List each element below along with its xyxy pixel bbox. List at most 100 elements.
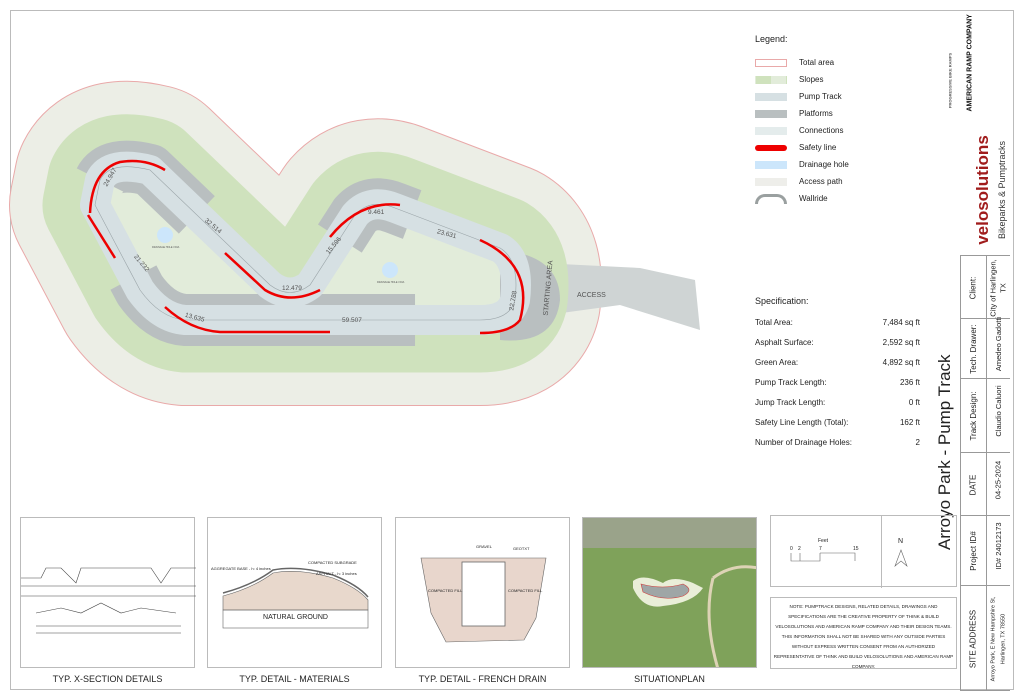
- legend-swatch: [755, 75, 787, 84]
- legend-swatch: [755, 193, 787, 204]
- legend-item: Slopes: [755, 71, 875, 88]
- drainage-label: DRAINAGE HOLE 1'DIA: [377, 281, 405, 284]
- spec-value: 162 ft: [899, 418, 920, 427]
- french-drain-panel: GRAVEL GEOTXT COMPACTED FILL COMPACTED F…: [395, 517, 570, 668]
- spec-label: Green Area:: [755, 358, 799, 367]
- specification: Specification: Total Area: 7,484 sq ft Asp…: [755, 296, 920, 458]
- legend-swatch: [755, 126, 787, 135]
- legend-label: Connections: [799, 126, 844, 135]
- legend-swatch: [755, 144, 787, 151]
- legend-swatch: [755, 177, 787, 186]
- drainage-hole-1: [157, 227, 173, 243]
- project-value: ID# 24012173: [993, 522, 1003, 570]
- aggregate-label: AGGREGATE BASE - h: 4 inches: [211, 566, 271, 571]
- title-block-site: SITE ADDRESS Arroyo Park, E New Hampshir…: [960, 586, 1010, 691]
- french-drain-caption: TYP. DETAIL - FRENCH DRAIN: [418, 674, 547, 684]
- situation-plan-caption: SITUATIONPLAN: [634, 674, 705, 684]
- drawer-label: Tech. Drawer:: [968, 324, 978, 374]
- access-label: ACCESS: [577, 292, 606, 299]
- spec-value: 7,484 sq ft: [882, 318, 920, 327]
- starting-area-label: STARTING AREA: [543, 260, 555, 316]
- asphalt-label: ASPHALT - h: 3 inches: [316, 571, 357, 576]
- site-value: Arroyo Park, E New Hampshire St, Harling…: [990, 596, 1007, 681]
- dim-label: 59.507: [342, 317, 362, 324]
- spec-row: Safety Line Length (Total): 162 ft: [755, 418, 920, 438]
- site-label: SITE ADDRESS: [968, 609, 978, 668]
- safety-lines: [86, 159, 525, 335]
- dim-label: 22.788: [508, 290, 518, 311]
- legend-swatch: [755, 92, 787, 101]
- design-value: Claudio Caluori: [993, 385, 1003, 437]
- scale-box: Feet 0 2 7 15 N: [770, 515, 957, 588]
- legend: Legend: Total area Slopes Pump Track Platfo…: [755, 34, 875, 207]
- legend-item: Drainage hole: [755, 156, 875, 173]
- legend-item: Total area: [755, 54, 875, 71]
- track-centerline: [94, 166, 517, 321]
- legend-label: Platforms: [799, 109, 833, 118]
- legend-item: Connections: [755, 122, 875, 139]
- date-value: 04-25-2024: [993, 460, 1003, 499]
- velosolutions-logo: velosolutions Bikeparks & Pumptracks: [965, 130, 1010, 250]
- french-drain-drawing: [420, 557, 547, 643]
- title-block: Client: City of Harlingen, TX Tech. Draw…: [960, 255, 1010, 691]
- spec-label: Total Area:: [755, 318, 793, 327]
- legend-label: Pump Track: [799, 92, 842, 101]
- spec-value: 0 ft: [908, 398, 920, 407]
- spec-label: Safety Line Length (Total):: [755, 418, 849, 427]
- title-block-project: Project ID# ID# 24012173: [960, 516, 1010, 586]
- spec-row: Green Area: 4,892 sq ft: [755, 358, 920, 378]
- drainage-hole-2: [382, 262, 398, 278]
- legend-swatch: [755, 109, 787, 118]
- date-label: DATE: [968, 474, 978, 495]
- legend-swatch: [755, 58, 787, 67]
- legend-label: Slopes: [799, 75, 824, 84]
- drawer-value: Amedeo Gadotti: [993, 316, 1003, 372]
- legend-heading: Legend:: [755, 34, 788, 44]
- spec-row: Jump Track Length: 0 ft: [755, 398, 920, 418]
- scale-tick: 2: [798, 546, 801, 552]
- drainage-label: DRAINAGE HOLE 1'DIA: [152, 246, 180, 249]
- legend-swatch: [755, 160, 787, 169]
- tagline-text: Bikeparks & Pumptracks: [997, 140, 1007, 240]
- logo-partner2: AMERICAN RAMP COMPANY: [955, 14, 985, 111]
- geotxt-label: GEOTXT: [513, 546, 530, 551]
- legend-item: Access path: [755, 173, 875, 190]
- north-arrow-icon: [894, 549, 908, 567]
- scale-tick: 0: [790, 546, 793, 552]
- spec-value: 2: [915, 438, 920, 447]
- legend-label: Wallride: [799, 194, 828, 203]
- scale-tick: 15: [853, 546, 859, 552]
- spec-heading: Specification:: [755, 296, 809, 306]
- situation-plan-image: [582, 517, 757, 668]
- title-block-client: Client: City of Harlingen, TX: [960, 256, 1010, 319]
- drawing-frame: [10, 10, 1014, 690]
- materials-panel: AGGREGATE BASE - h: 4 inches COMPACTED S…: [207, 517, 382, 668]
- partner2-text: AMERICAN RAMP COMPANY: [966, 14, 974, 112]
- xsection-drawing: [21, 567, 196, 634]
- spec-value: 4,892 sq ft: [882, 358, 920, 367]
- spec-label: Jump Track Length:: [755, 398, 826, 407]
- spec-row: Pump Track Length: 236 ft: [755, 378, 920, 398]
- north-label: N: [898, 538, 904, 545]
- legend-item: Safety line: [755, 139, 875, 156]
- materials-drawing: [222, 567, 369, 629]
- legend-item: Wallride: [755, 190, 875, 207]
- legend-label: Total area: [799, 58, 835, 67]
- dim-label: 9.461: [368, 209, 385, 216]
- title-block-drawer: Tech. Drawer: Amedeo Gadotti: [960, 317, 1010, 379]
- fill-label: COMPACTED FILL: [508, 588, 543, 593]
- xsection-panel: [20, 517, 196, 668]
- legend-label: Drainage hole: [799, 160, 849, 169]
- site-plan: 24.947 32.514 21.232 12.479 15.596 9.461…: [9, 80, 700, 406]
- materials-caption: TYP. DETAIL - MATERIALS: [239, 674, 350, 684]
- gravel-label: GRAVEL: [476, 544, 492, 549]
- spec-row: Number of Drainage Holes: 2: [755, 438, 920, 458]
- design-label: Track Design:: [968, 391, 978, 441]
- client-value: City of Harlingen, TX: [988, 258, 1008, 317]
- scale-tick: 7: [819, 546, 822, 552]
- legend-item: Pump Track: [755, 88, 875, 105]
- spec-label: Pump Track Length:: [755, 378, 827, 387]
- legend-item: Platforms: [755, 105, 875, 122]
- legend-label: Safety line: [799, 143, 837, 152]
- scale-unit: Feet: [818, 538, 829, 544]
